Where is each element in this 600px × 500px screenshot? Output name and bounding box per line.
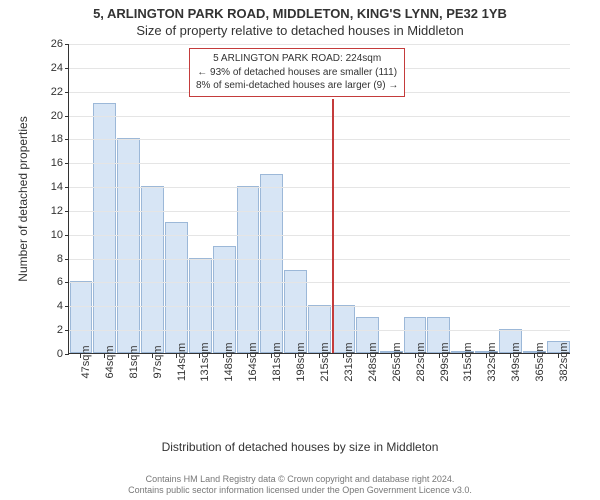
xtick-label: 198sqm (295, 342, 307, 381)
page-subtitle: Size of property relative to detached ho… (0, 21, 600, 42)
xtick-label: 265sqm (391, 342, 403, 381)
xtick-label: 114sqm (176, 343, 188, 381)
gridline (69, 235, 570, 236)
x-ticks: 47sqm64sqm81sqm97sqm114sqm131sqm148sqm16… (68, 354, 570, 414)
annotation-line: 5 ARLINGTON PARK ROAD: 224sqm (196, 52, 398, 66)
gridline (69, 306, 570, 307)
gridline (69, 163, 570, 164)
ytick-label: 14 (51, 181, 63, 193)
ytick-label: 6 (57, 276, 63, 288)
xtick-label: 148sqm (223, 342, 235, 381)
ytick-label: 0 (57, 348, 63, 360)
footer-line-1: Contains HM Land Registry data © Crown c… (0, 474, 600, 485)
xtick-label: 81sqm (128, 345, 140, 378)
ytick-label: 22 (51, 86, 63, 98)
xtick-label: 315sqm (462, 342, 474, 381)
ytick-mark (65, 306, 69, 307)
ytick-mark (65, 235, 69, 236)
annotation-line: 8% of semi-detached houses are larger (9… (196, 79, 398, 93)
xtick-label: 64sqm (104, 345, 116, 378)
annotation-box: 5 ARLINGTON PARK ROAD: 224sqm← 93% of de… (189, 48, 405, 97)
bar (70, 281, 93, 353)
gridline (69, 139, 570, 140)
plot-area: 024681012141618202224265 ARLINGTON PARK … (68, 44, 570, 354)
xtick-label: 282sqm (415, 342, 427, 381)
ytick-label: 18 (51, 133, 63, 145)
ytick-mark (65, 282, 69, 283)
gridline (69, 116, 570, 117)
ytick-label: 26 (51, 38, 63, 50)
xtick-label: 299sqm (439, 342, 451, 381)
footer-line-2: Contains public sector information licen… (0, 485, 600, 496)
xtick-label: 164sqm (247, 342, 259, 381)
ytick-mark (65, 187, 69, 188)
gridline (69, 187, 570, 188)
bar (117, 138, 140, 353)
xtick-label: 382sqm (558, 342, 570, 381)
gridline (69, 259, 570, 260)
bar (213, 246, 236, 353)
ytick-mark (65, 44, 69, 45)
gridline (69, 211, 570, 212)
bar (260, 174, 283, 353)
footer-attribution: Contains HM Land Registry data © Crown c… (0, 474, 600, 497)
xtick-label: 97sqm (152, 345, 164, 378)
ytick-mark (65, 68, 69, 69)
ytick-label: 4 (57, 300, 63, 312)
ytick-label: 12 (51, 205, 63, 217)
property-marker-line (332, 99, 334, 353)
ytick-mark (65, 116, 69, 117)
gridline (69, 44, 570, 45)
xtick-label: 365sqm (534, 342, 546, 381)
xtick-label: 131sqm (199, 342, 211, 381)
xtick-label: 248sqm (367, 342, 379, 381)
x-axis-label: Distribution of detached houses by size … (0, 440, 600, 454)
ytick-label: 20 (51, 110, 63, 122)
ytick-label: 8 (57, 253, 63, 265)
xtick-label: 332sqm (486, 342, 498, 381)
ytick-label: 24 (51, 62, 63, 74)
ytick-mark (65, 163, 69, 164)
bar (165, 222, 188, 353)
ytick-label: 16 (51, 157, 63, 169)
xtick-label: 181sqm (271, 342, 283, 381)
ytick-label: 10 (51, 229, 63, 241)
xtick-label: 349sqm (510, 342, 522, 381)
ytick-mark (65, 330, 69, 331)
gridline (69, 330, 570, 331)
ytick-label: 2 (57, 324, 63, 336)
xtick-label: 231sqm (343, 342, 355, 381)
histogram-chart: Number of detached properties 0246810121… (36, 44, 576, 384)
xtick-label: 47sqm (80, 345, 92, 378)
ytick-mark (65, 139, 69, 140)
ytick-mark (65, 259, 69, 260)
xtick-label: 215sqm (319, 342, 331, 381)
gridline (69, 282, 570, 283)
ytick-mark (65, 211, 69, 212)
page-title: 5, ARLINGTON PARK ROAD, MIDDLETON, KING'… (0, 0, 600, 21)
annotation-line: ← 93% of detached houses are smaller (11… (196, 66, 398, 80)
ytick-mark (65, 92, 69, 93)
